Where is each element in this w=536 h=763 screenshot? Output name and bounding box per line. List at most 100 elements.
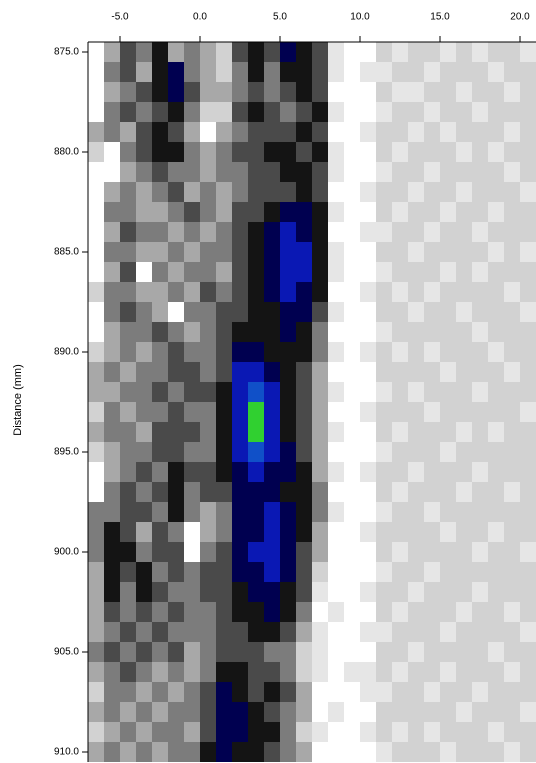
- cell: [104, 62, 120, 82]
- cell: [392, 622, 408, 642]
- cell: [504, 362, 520, 382]
- cell: [296, 442, 312, 462]
- cell: [376, 82, 392, 102]
- cell: [312, 102, 328, 122]
- cell: [344, 122, 360, 142]
- x-tick-label: 0.0: [193, 12, 207, 23]
- cell: [328, 402, 344, 422]
- cell: [408, 422, 424, 442]
- cell: [488, 602, 504, 622]
- cell: [264, 602, 280, 622]
- cell: [504, 302, 520, 322]
- cell: [232, 122, 248, 142]
- cell: [152, 202, 168, 222]
- cell: [376, 442, 392, 462]
- cell: [360, 182, 376, 202]
- cell: [408, 82, 424, 102]
- cell: [168, 362, 184, 382]
- cell: [280, 342, 296, 362]
- cell: [184, 702, 200, 722]
- cell: [136, 462, 152, 482]
- cell: [88, 162, 104, 182]
- cell: [296, 122, 312, 142]
- cell: [456, 642, 472, 662]
- cell: [232, 242, 248, 262]
- cell: [456, 262, 472, 282]
- cell: [168, 722, 184, 742]
- cell: [440, 482, 456, 502]
- cell: [312, 342, 328, 362]
- cell: [264, 342, 280, 362]
- cell: [168, 442, 184, 462]
- cell: [296, 622, 312, 642]
- cell: [472, 82, 488, 102]
- cell: [200, 682, 216, 702]
- cell: [152, 142, 168, 162]
- cell: [488, 342, 504, 362]
- cell: [328, 622, 344, 642]
- cell: [392, 562, 408, 582]
- cell: [88, 582, 104, 602]
- cell: [408, 502, 424, 522]
- cell: [216, 662, 232, 682]
- cell: [168, 142, 184, 162]
- cell: [296, 362, 312, 382]
- cell: [504, 242, 520, 262]
- cell: [200, 262, 216, 282]
- cell: [328, 602, 344, 622]
- cell: [264, 322, 280, 342]
- cell: [168, 562, 184, 582]
- cell: [296, 562, 312, 582]
- cell: [200, 722, 216, 742]
- cell: [88, 362, 104, 382]
- cell: [248, 682, 264, 702]
- x-tick-label: 15.0: [430, 12, 450, 23]
- cell: [152, 242, 168, 262]
- cell: [136, 242, 152, 262]
- cell: [136, 382, 152, 402]
- cell: [408, 342, 424, 362]
- cell: [344, 522, 360, 542]
- cell: [296, 202, 312, 222]
- cell: [168, 262, 184, 282]
- cell: [440, 542, 456, 562]
- cell: [344, 542, 360, 562]
- cell: [488, 282, 504, 302]
- cell: [152, 602, 168, 622]
- cell: [216, 742, 232, 762]
- cell: [312, 442, 328, 462]
- cell: [440, 142, 456, 162]
- cell: [232, 342, 248, 362]
- cell: [136, 182, 152, 202]
- cell: [328, 642, 344, 662]
- cell: [488, 142, 504, 162]
- cell: [488, 642, 504, 662]
- cell: [280, 182, 296, 202]
- cell: [168, 602, 184, 622]
- cell: [216, 102, 232, 122]
- cell: [216, 522, 232, 542]
- cell: [520, 222, 536, 242]
- cell: [136, 302, 152, 322]
- cell: [440, 82, 456, 102]
- cell: [280, 142, 296, 162]
- cell: [200, 62, 216, 82]
- cell: [184, 242, 200, 262]
- cell: [424, 122, 440, 142]
- cell: [280, 582, 296, 602]
- cell: [408, 62, 424, 82]
- cell: [456, 442, 472, 462]
- cell: [216, 702, 232, 722]
- cell: [360, 242, 376, 262]
- cell: [440, 62, 456, 82]
- cell: [424, 102, 440, 122]
- cell: [520, 162, 536, 182]
- cell: [472, 102, 488, 122]
- cell: [520, 562, 536, 582]
- cell: [472, 702, 488, 722]
- cell: [344, 482, 360, 502]
- cell: [360, 142, 376, 162]
- cell: [264, 102, 280, 122]
- cell: [376, 282, 392, 302]
